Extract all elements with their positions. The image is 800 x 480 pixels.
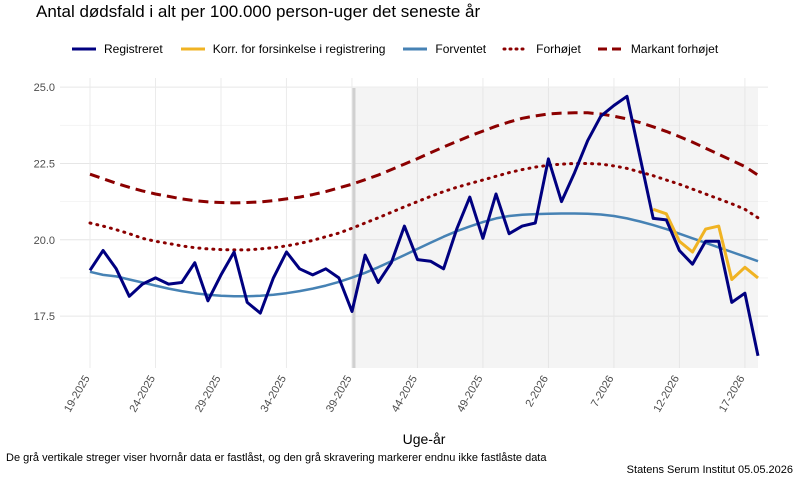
series-line-forh-jet xyxy=(88,162,760,252)
series-line-registreret xyxy=(88,94,760,357)
y-tick-label: 25.0 xyxy=(34,82,55,94)
series-line-markant-forh-jet xyxy=(89,111,759,205)
x-tick-label: 44-2025 xyxy=(389,374,420,415)
legend-key-forventet xyxy=(403,47,428,51)
legend-item: Forventet xyxy=(401,42,486,56)
legend-item: Markant forhøjet xyxy=(597,42,718,56)
legend-label: Registreret xyxy=(104,42,163,56)
series-layer xyxy=(88,94,760,357)
x-tick-label: 34-2025 xyxy=(258,374,289,415)
legend-label: Korr. for forsinkelse i registrering xyxy=(212,42,386,56)
y-tick-label: 22.5 xyxy=(34,158,55,170)
legend-key-forhoejet xyxy=(502,47,530,51)
legend-label: Markant forhøjet xyxy=(630,42,719,56)
legend-item: Korr. for forsinkelse i registrering xyxy=(179,42,386,56)
series-line-korr-for-forsinkelse-i-registrering xyxy=(652,207,759,281)
x-tick-label: 29-2025 xyxy=(193,374,224,415)
x-tick-label: 39-2025 xyxy=(324,374,355,415)
series-line-forventet xyxy=(89,212,759,298)
x-tick-label: 2-2026 xyxy=(524,374,552,410)
legend-label: Forhøjet xyxy=(536,42,581,56)
x-tick-label: 19-2025 xyxy=(62,374,93,415)
legend: Registreret Korr. for forsinkelse i regi… xyxy=(70,42,734,56)
legend-key-korrigeret xyxy=(180,47,205,51)
legend-key-registreret xyxy=(72,47,96,51)
unfrozen-shading-layer xyxy=(352,88,758,368)
x-tick-label: 24-2025 xyxy=(128,374,159,415)
x-tick-label: 7-2026 xyxy=(589,374,617,410)
legend-item: Forhøjet xyxy=(502,42,581,56)
x-tick-label: 49-2025 xyxy=(455,374,486,415)
legend-label: Forventet xyxy=(435,42,487,56)
y-tick-label: 20.0 xyxy=(34,235,55,247)
x-axis-title: Uge-år xyxy=(402,431,446,447)
legend-item: Registreret xyxy=(70,42,163,56)
caption-note: De grå vertikale streger viser hvornår d… xyxy=(6,452,547,464)
x-tick-label: 12-2026 xyxy=(651,374,682,415)
chart-title: Antal dødsfald i alt per 100.000 person-… xyxy=(36,2,481,21)
x-tick-label: 17-2026 xyxy=(717,374,748,415)
legend-key-markant xyxy=(597,47,624,51)
y-tick-label: 17.5 xyxy=(34,311,55,323)
unfrozen-shading xyxy=(353,88,758,368)
caption-source: Statens Serum Institut 05.05.2026 xyxy=(626,464,793,476)
